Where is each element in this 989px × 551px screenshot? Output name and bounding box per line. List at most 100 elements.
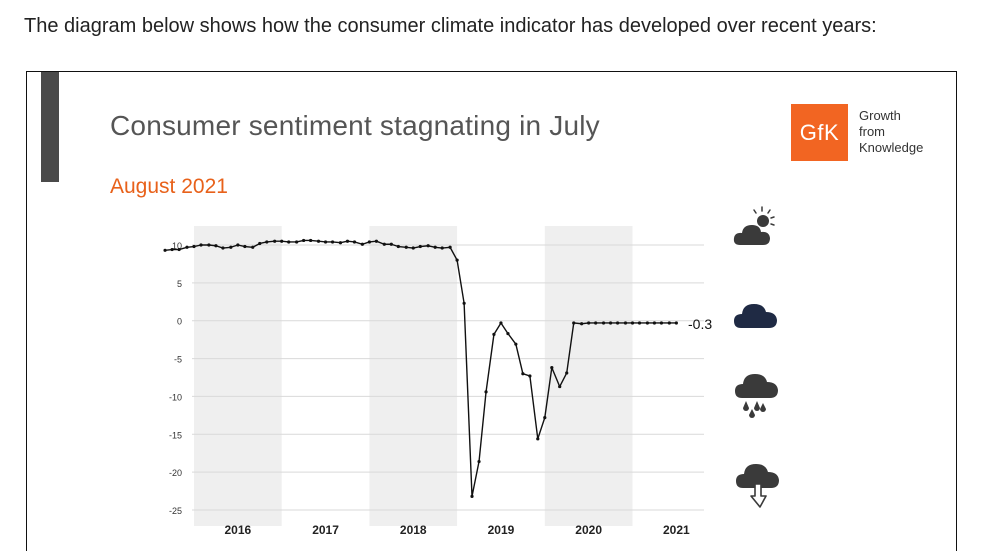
- data-point: [374, 239, 379, 243]
- data-point: [185, 245, 189, 249]
- data-point: [550, 366, 554, 370]
- frame-accent-bar: [41, 72, 59, 182]
- data-point: [565, 371, 569, 375]
- data-point: [170, 247, 174, 252]
- data-point: [404, 245, 408, 249]
- data-point: [367, 240, 371, 244]
- data-point: [426, 244, 430, 248]
- data-point: [615, 321, 620, 325]
- data-point: [536, 437, 540, 441]
- data-point: [608, 321, 613, 325]
- data-point: [396, 244, 400, 249]
- data-point: [499, 321, 503, 325]
- gfk-logo-mark: GfK: [799, 119, 840, 145]
- data-point: [243, 244, 247, 249]
- data-point: [601, 321, 606, 325]
- chart-subtitle: August 2021: [110, 175, 228, 198]
- data-point: [440, 246, 444, 250]
- data-point: [521, 372, 525, 376]
- y-tick-label: 0: [177, 317, 182, 327]
- y-tick-label: -10: [169, 392, 182, 402]
- storm-cloud-icon: [736, 464, 779, 508]
- data-point: [221, 246, 225, 250]
- data-point: [462, 301, 466, 305]
- data-point: [572, 321, 576, 325]
- data-point: [652, 321, 657, 325]
- data-point: [163, 248, 167, 252]
- data-point: [637, 321, 642, 325]
- data-point: [192, 244, 196, 249]
- data-point: [623, 321, 628, 325]
- data-point: [470, 494, 474, 498]
- data-point: [295, 240, 299, 244]
- data-point: [484, 390, 488, 394]
- data-point: [265, 240, 269, 244]
- data-point: [352, 240, 357, 244]
- y-tick-label: -25: [169, 506, 182, 516]
- data-point: [477, 459, 481, 464]
- data-point: [302, 238, 306, 243]
- data-point: [514, 342, 518, 346]
- data-point: [236, 243, 240, 247]
- y-tick-label: 10: [172, 241, 182, 251]
- data-point: [580, 322, 584, 326]
- x-tick-label: 2019: [488, 523, 515, 536]
- data-point: [273, 239, 277, 243]
- data-point: [338, 241, 343, 245]
- x-tick-label: 2018: [400, 523, 427, 536]
- sun-cloud-icon: [733, 206, 775, 245]
- line-chart: 10 5 0 -5 -10 -15 -20 -25 2016 2017 2018 2019 2020 20…: [163, 226, 712, 536]
- data-point: [594, 321, 598, 325]
- data-point: [207, 243, 211, 247]
- rain-cloud-icon: [735, 374, 778, 418]
- data-point: [645, 321, 650, 325]
- data-point: [389, 242, 393, 246]
- data-point: [674, 321, 678, 325]
- dark-cloud-icon: [734, 304, 777, 328]
- data-point: [506, 331, 510, 336]
- data-point: [448, 245, 452, 249]
- intro-text: The diagram below shows how the consumer…: [24, 15, 877, 37]
- y-tick-label: -20: [169, 468, 182, 478]
- data-point: [258, 241, 262, 246]
- data-point: [455, 258, 459, 262]
- year-band: [544, 226, 633, 526]
- x-tick-label: 2016: [224, 523, 251, 536]
- data-point: [558, 384, 562, 389]
- data-point: [382, 242, 386, 246]
- x-tick-label: 2021: [663, 523, 690, 536]
- data-point: [345, 239, 350, 243]
- data-point: [360, 242, 364, 246]
- data-point: [229, 245, 233, 249]
- y-tick-label: 5: [177, 279, 182, 289]
- logo-tagline-line: Growth: [859, 108, 901, 123]
- data-point: [433, 245, 437, 249]
- data-point: [630, 321, 635, 325]
- data-point: [177, 247, 181, 252]
- data-point: [411, 246, 415, 250]
- data-point: [418, 244, 422, 249]
- logo-tagline-line: from: [859, 124, 885, 139]
- data-point: [492, 332, 496, 336]
- data-point: [330, 240, 335, 244]
- data-point: [199, 243, 203, 247]
- data-point: [214, 244, 218, 248]
- data-point: [316, 239, 321, 243]
- y-tick-label: -5: [174, 355, 182, 365]
- data-point: [667, 321, 671, 325]
- y-tick-label: -15: [169, 430, 182, 440]
- data-point: [287, 240, 291, 244]
- data-point: [528, 374, 532, 378]
- year-band: [369, 226, 458, 526]
- data-point: [280, 239, 284, 243]
- data-point: [323, 240, 328, 244]
- logo-tagline-line: Knowledge: [859, 140, 924, 155]
- x-tick-label: 2017: [312, 523, 339, 536]
- x-tick-label: 2020: [575, 523, 602, 536]
- year-band: [194, 226, 282, 526]
- last-value-label: -0.3: [688, 316, 712, 332]
- logo-tagline: Growth from Knowledge: [859, 108, 923, 156]
- gfk-logo: GfK: [791, 104, 848, 161]
- data-point: [659, 321, 664, 325]
- chart-frame: [26, 71, 957, 551]
